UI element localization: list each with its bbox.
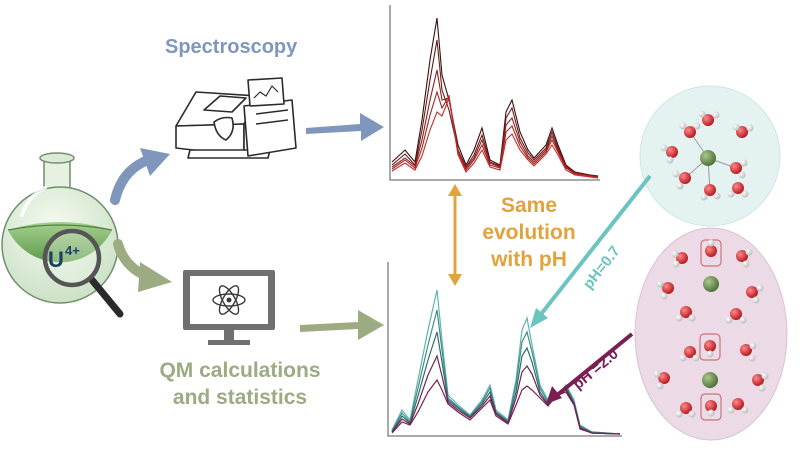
- cluster-low-ph: [639, 85, 781, 227]
- arrow-flask-to-spectroscopy: [110, 148, 170, 205]
- evolution-label-line2: evolution: [482, 221, 576, 244]
- evolution-label-line1: Same: [500, 194, 558, 217]
- spectrometer-icon: [175, 77, 297, 159]
- experimental-spectrum: [389, 5, 600, 181]
- arrow-qm-to-spectrum: [300, 310, 384, 340]
- ph-high-label: pH =2.0: [570, 345, 622, 393]
- qm-label-line2: and statistics: [172, 386, 308, 409]
- water-molecules: [653, 239, 769, 418]
- spectroscopy-label: Spectroscopy: [165, 36, 298, 58]
- uranium-atom: [700, 150, 716, 166]
- computer-icon: [183, 270, 275, 345]
- arrow-ph-low: [530, 174, 652, 328]
- qm-label-line1: QM calculations: [159, 359, 321, 382]
- arrow-ph-high: [546, 332, 634, 404]
- flask-icon: [1, 152, 119, 304]
- arrow-spectroscopy-to-spectrum: [306, 113, 384, 141]
- qm-label: QM calculations and statistics: [140, 357, 340, 411]
- cluster-high-ph: [634, 227, 788, 441]
- arrow-flask-to-qm: [113, 239, 172, 292]
- uranium-atom: [703, 276, 719, 292]
- uranium-atom: [702, 372, 718, 388]
- water-molecules: [660, 110, 754, 201]
- flask-ion-label: U: [48, 247, 64, 272]
- evolution-label: Same evolution with pH: [474, 192, 584, 273]
- evolution-label-line3: with pH: [491, 248, 567, 271]
- magnifier-icon: [42, 228, 124, 318]
- ph-low-label: pH=0.7: [580, 243, 624, 293]
- flask-charge-label: 4+: [65, 243, 80, 258]
- double-arrow-evolution: [448, 184, 462, 286]
